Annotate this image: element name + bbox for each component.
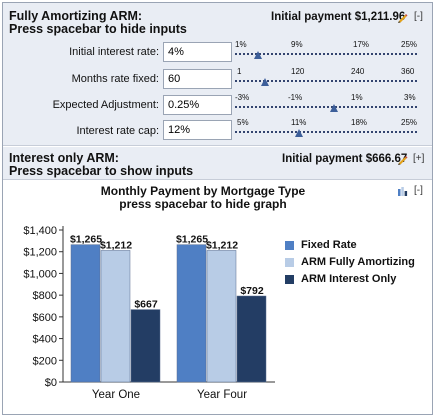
y-axis-tick-label: $800 — [33, 290, 57, 302]
y-axis-tick-label: $400 — [33, 334, 57, 346]
bar[interactable] — [176, 244, 207, 383]
pencil-icon[interactable] — [397, 12, 408, 23]
interest-rate-cap-slider[interactable]: 5% 11% 18% 25% — [235, 118, 417, 140]
slider-tick: 1% — [351, 93, 363, 102]
slider-tick: 9% — [291, 40, 303, 49]
slider-tick: 360 — [401, 67, 415, 76]
arm-full-title-line2: Press spacebar to hide inputs — [9, 22, 187, 36]
legend-swatch — [285, 258, 294, 267]
payment-chart-panel: Monthly Payment by Mortgage Type press s… — [3, 181, 432, 414]
initial-interest-rate-slider[interactable]: 1% 9% 17% 25% — [235, 40, 417, 62]
slider-thumb[interactable] — [329, 104, 338, 112]
slider-tick: 25% — [401, 118, 418, 127]
y-axis-tick-label: $1,200 — [23, 247, 57, 259]
slider-tick: 1% — [235, 40, 247, 49]
chart-title[interactable]: Monthly Payment by Mortgage Type press s… — [83, 185, 323, 211]
legend-label: ARM Interest Only — [301, 273, 397, 285]
legend-swatch — [285, 241, 294, 250]
slider-track[interactable] — [235, 53, 417, 55]
legend-label: Fixed Rate — [301, 239, 357, 251]
arm-full-title-line1: Fully Amortizing ARM: — [9, 9, 143, 23]
slider-track[interactable] — [235, 80, 417, 82]
data-label: $1,212 — [100, 239, 132, 251]
pencil-icon[interactable] — [397, 154, 408, 165]
legend-swatch — [285, 275, 294, 284]
data-label: $792 — [240, 285, 264, 297]
bar[interactable] — [70, 244, 101, 383]
slider-tick: 120 — [291, 67, 305, 76]
months-rate-fixed-slider[interactable]: 1 120 240 360 — [235, 67, 417, 89]
slider-tick: 240 — [351, 67, 365, 76]
slider-thumb[interactable] — [253, 51, 262, 59]
slider-thumb[interactable] — [294, 129, 303, 137]
interest-rate-cap-input[interactable] — [163, 120, 232, 140]
bar[interactable] — [206, 250, 237, 383]
expected-adjustment-slider[interactable]: -3% -1% 1% 3% — [235, 93, 417, 115]
slider-track[interactable] — [235, 106, 417, 108]
interest-rate-cap-label: Interest rate cap: — [76, 125, 159, 137]
bar-chart-icon[interactable] — [397, 186, 408, 197]
arm-full-initial-payment: Initial payment $1,211.96 — [271, 11, 406, 23]
bar-chart: $0 $200 $400 $600 $800 $1,000 $1,200 $1,400 $1,2… — [23, 225, 275, 401]
x-axis-category-label: Year One — [92, 389, 140, 401]
interest-only-expand-toggle[interactable]: [+] — [413, 153, 425, 164]
slider-tick: -1% — [288, 93, 303, 102]
y-axis-tick-label: $1,400 — [23, 225, 57, 237]
y-axis-tick-label: $1,000 — [23, 268, 57, 280]
expected-adjustment-input[interactable] — [163, 95, 232, 115]
arm-full-collapse-toggle[interactable]: [-] — [414, 11, 423, 22]
data-label: $1,212 — [206, 239, 238, 251]
slider-tick: -3% — [235, 93, 250, 102]
slider-tick: 17% — [353, 40, 370, 49]
bar[interactable] — [130, 309, 161, 383]
legend-label: ARM Fully Amortizing — [301, 256, 415, 268]
slider-tick: 1 — [237, 67, 242, 76]
slider-tick: 18% — [351, 118, 368, 127]
slider-track[interactable] — [235, 131, 417, 133]
data-label: $1,265 — [70, 234, 102, 246]
x-axis-category-label: Year Four — [197, 389, 247, 401]
arm-full-title[interactable]: Fully Amortizing ARM: Press spacebar to … — [9, 10, 187, 36]
arm-interest-only-panel: Interest only ARM: Press spacebar to sho… — [3, 147, 432, 180]
y-axis-tick-label: $600 — [33, 312, 57, 324]
interest-only-title-line1: Interest only ARM: — [9, 151, 119, 165]
chart-title-line2: press spacebar to hide graph — [119, 197, 287, 211]
arm-fully-amortizing-panel: Fully Amortizing ARM: Press spacebar to … — [3, 3, 432, 146]
interest-only-title[interactable]: Interest only ARM: Press spacebar to sho… — [9, 152, 193, 178]
interest-only-title-line2: Press spacebar to show inputs — [9, 164, 194, 178]
bar[interactable] — [100, 250, 131, 383]
slider-tick: 25% — [401, 40, 418, 49]
chart-collapse-toggle[interactable]: [-] — [414, 185, 423, 196]
bar[interactable] — [236, 295, 267, 383]
slider-thumb[interactable] — [260, 78, 269, 86]
slider-tick: 11% — [291, 118, 307, 127]
months-rate-fixed-input[interactable] — [163, 69, 232, 89]
chart-title-line1: Monthly Payment by Mortgage Type — [100, 184, 306, 198]
slider-tick: 3% — [404, 93, 416, 102]
months-rate-fixed-label: Months rate fixed: — [71, 73, 159, 85]
interest-only-initial-payment: Initial payment $666.67 — [282, 153, 408, 165]
initial-interest-rate-input[interactable] — [163, 42, 232, 62]
initial-interest-rate-label: Initial interest rate: — [69, 46, 159, 58]
y-axis-tick-label: $0 — [45, 377, 57, 389]
slider-tick: 5% — [237, 118, 249, 127]
expected-adjustment-label: Expected Adjustment: — [52, 99, 159, 111]
data-label: $667 — [134, 299, 158, 311]
y-axis-tick-label: $200 — [33, 355, 57, 367]
data-label: $1,265 — [176, 234, 208, 246]
